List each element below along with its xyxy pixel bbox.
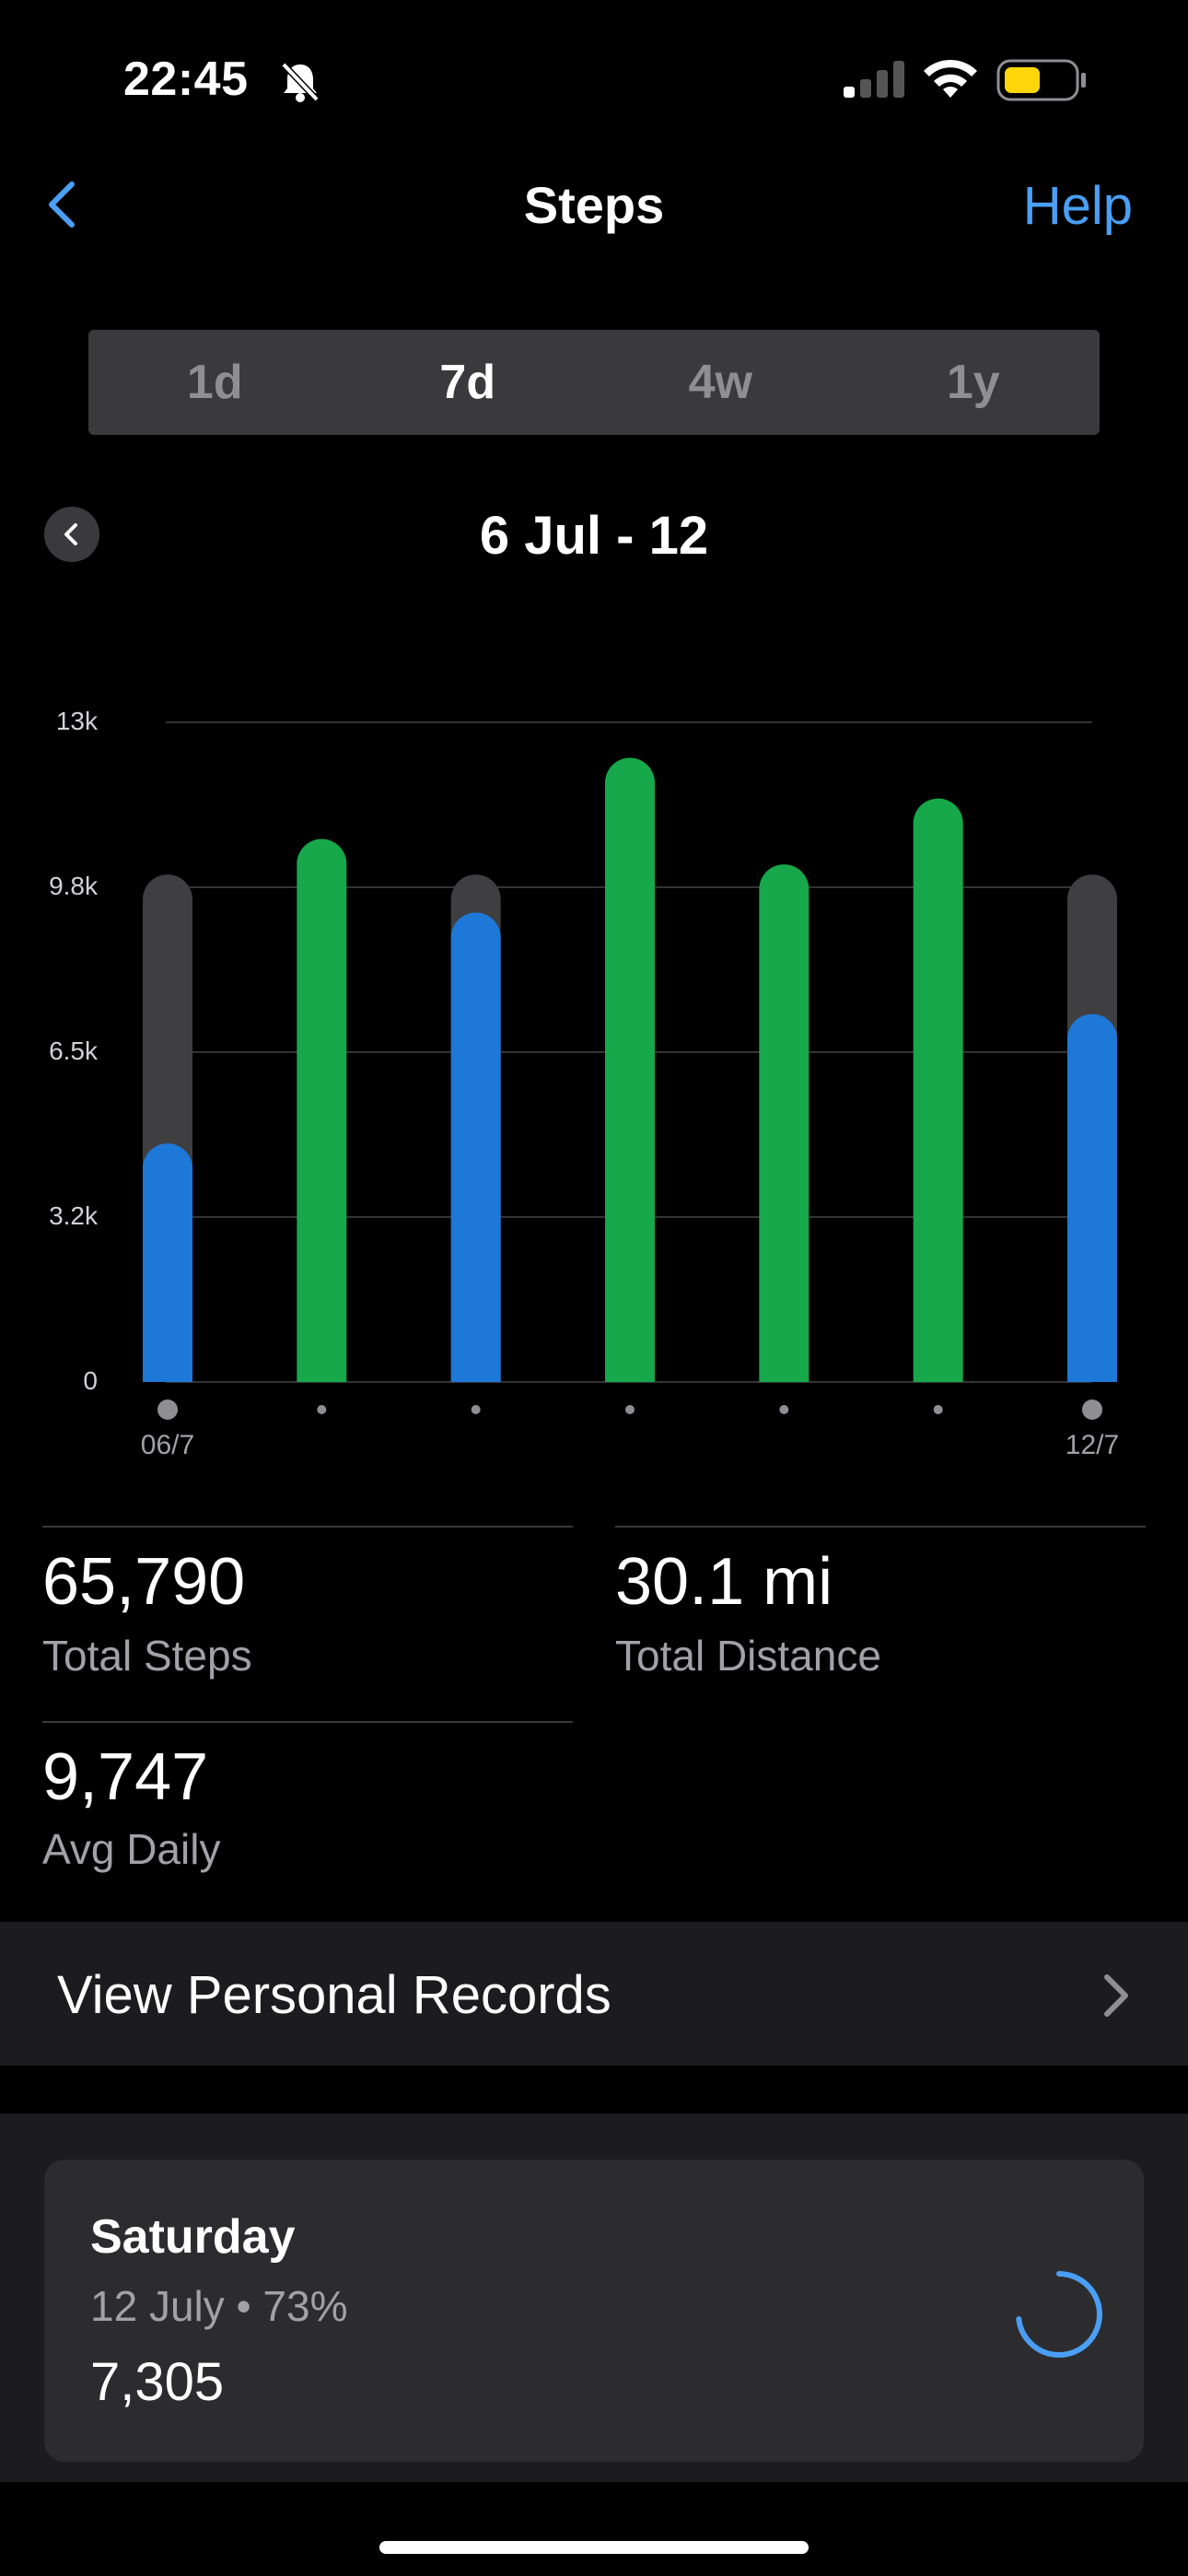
time-range-segmented-control: 1d 7d 4w 1y bbox=[88, 330, 1100, 435]
x-tick-label: 12/7 bbox=[1066, 1430, 1119, 1460]
back-button[interactable] bbox=[37, 166, 92, 240]
status-time: 22:45 bbox=[123, 53, 249, 106]
y-tick-label: 13k bbox=[56, 707, 99, 735]
total-steps-label: Total Steps bbox=[42, 1632, 252, 1680]
steps-bar bbox=[605, 757, 655, 1382]
x-tick-dot bbox=[471, 1405, 481, 1414]
avg-daily-value: 9,747 bbox=[42, 1740, 209, 1814]
x-tick-dot bbox=[625, 1405, 635, 1414]
day-card-subtitle: 12 July • 73% bbox=[90, 2282, 348, 2330]
y-tick-label: 0 bbox=[83, 1366, 98, 1395]
steps-bar bbox=[1067, 1013, 1117, 1382]
steps-bar bbox=[297, 838, 347, 1382]
y-tick-label: 6.5k bbox=[49, 1036, 99, 1065]
progress-ring-icon bbox=[1016, 2271, 1102, 2358]
y-tick-label: 3.2k bbox=[49, 1201, 99, 1230]
chevron-left-icon bbox=[49, 181, 75, 228]
x-tick-label: 06/7 bbox=[141, 1430, 194, 1460]
bell-slash-icon bbox=[281, 62, 320, 102]
y-tick-label: 9.8k bbox=[49, 872, 99, 900]
steps-bar bbox=[913, 798, 963, 1382]
segment-7d[interactable]: 7d bbox=[439, 356, 496, 409]
steps-bar bbox=[143, 1143, 192, 1382]
cellular-signal-icon bbox=[844, 61, 904, 98]
previous-range-button[interactable] bbox=[44, 507, 99, 562]
total-steps-value: 65,790 bbox=[42, 1545, 246, 1619]
battery-icon bbox=[996, 59, 1086, 101]
help-button[interactable]: Help bbox=[1022, 176, 1133, 236]
day-card-steps: 7,305 bbox=[90, 2352, 225, 2412]
steps-bar bbox=[450, 912, 501, 1382]
steps-bar-chart: 13k 9.8k 6.5k 3.2k 0 06/7 12/7 bbox=[49, 707, 1119, 1460]
chevron-left-icon bbox=[64, 523, 77, 545]
divider bbox=[615, 1526, 1146, 1528]
personal-records-row[interactable] bbox=[0, 1922, 1188, 2066]
divider bbox=[42, 1721, 573, 1723]
day-card-title: Saturday bbox=[90, 2210, 296, 2264]
progress-ring-arc bbox=[1016, 2271, 1102, 2358]
home-indicator bbox=[379, 2541, 809, 2554]
page-title: Steps bbox=[523, 176, 665, 234]
total-distance-value: 30.1 mi bbox=[615, 1545, 833, 1619]
chevron-right-icon bbox=[1104, 1974, 1128, 2017]
date-range-title: 6 Jul - 12 bbox=[479, 506, 709, 566]
total-distance-label: Total Distance bbox=[615, 1632, 881, 1680]
x-tick-dot bbox=[317, 1405, 327, 1414]
x-tick-dot bbox=[157, 1399, 178, 1420]
divider bbox=[42, 1526, 573, 1528]
personal-records-label: View Personal Records bbox=[57, 1965, 611, 2025]
segment-1y[interactable]: 1y bbox=[946, 356, 1000, 409]
segment-4w[interactable]: 4w bbox=[688, 356, 752, 409]
steps-bar bbox=[759, 864, 809, 1382]
avg-daily-label: Avg Daily bbox=[42, 1825, 221, 1873]
x-tick-dot bbox=[933, 1405, 943, 1414]
wifi-icon bbox=[924, 59, 977, 98]
segment-1d[interactable]: 1d bbox=[186, 356, 243, 409]
x-tick-dot bbox=[1082, 1399, 1102, 1420]
day-card[interactable] bbox=[44, 2160, 1144, 2462]
x-tick-dot bbox=[779, 1405, 789, 1414]
